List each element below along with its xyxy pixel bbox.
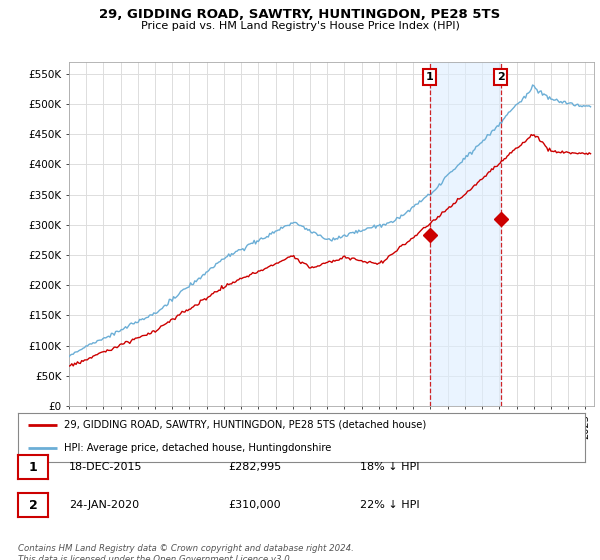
Text: 18% ↓ HPI: 18% ↓ HPI [360,462,419,472]
Text: 18-DEC-2015: 18-DEC-2015 [69,462,143,472]
Text: 24-JAN-2020: 24-JAN-2020 [69,500,139,510]
Text: £282,995: £282,995 [228,462,281,472]
Text: 1: 1 [426,72,434,82]
Text: 29, GIDDING ROAD, SAWTRY, HUNTINGDON, PE28 5TS: 29, GIDDING ROAD, SAWTRY, HUNTINGDON, PE… [100,8,500,21]
Text: 29, GIDDING ROAD, SAWTRY, HUNTINGDON, PE28 5TS (detached house): 29, GIDDING ROAD, SAWTRY, HUNTINGDON, PE… [64,419,427,430]
Text: 1: 1 [29,460,37,474]
Text: 2: 2 [497,72,505,82]
Text: 2: 2 [29,498,37,512]
Text: 22% ↓ HPI: 22% ↓ HPI [360,500,419,510]
Text: HPI: Average price, detached house, Huntingdonshire: HPI: Average price, detached house, Hunt… [64,443,332,453]
Bar [430,62,500,406]
Text: Price paid vs. HM Land Registry's House Price Index (HPI): Price paid vs. HM Land Registry's House … [140,21,460,31]
Text: Contains HM Land Registry data © Crown copyright and database right 2024.
This d: Contains HM Land Registry data © Crown c… [18,544,354,560]
Text: £310,000: £310,000 [228,500,281,510]
